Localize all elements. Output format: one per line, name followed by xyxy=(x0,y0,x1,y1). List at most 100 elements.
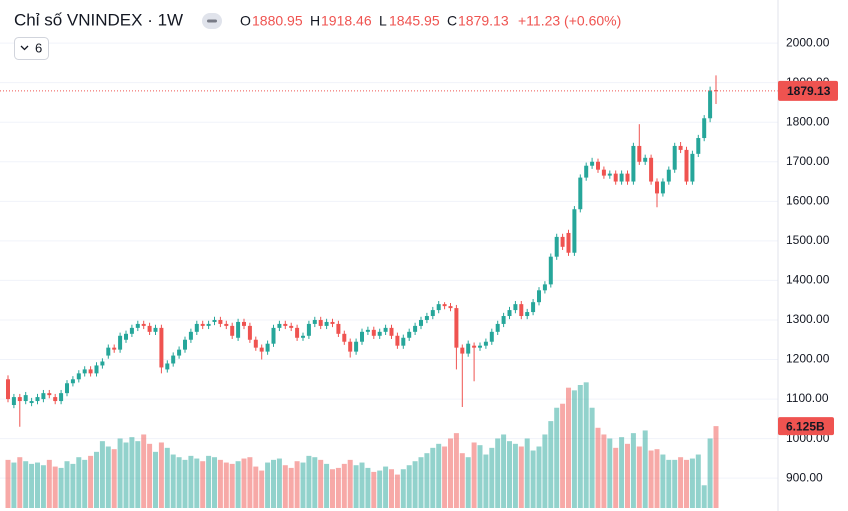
volume-bar xyxy=(436,443,442,508)
candle-body xyxy=(460,347,465,354)
volume-bar xyxy=(312,457,318,508)
toggle-icon xyxy=(207,19,217,23)
volume-bar xyxy=(495,438,501,508)
candle-body xyxy=(554,236,559,257)
candle-body xyxy=(702,118,707,139)
candle-body xyxy=(29,401,34,404)
volume-bar xyxy=(123,442,129,508)
candle-body xyxy=(271,327,276,344)
volume-bar xyxy=(330,469,335,508)
volume-bar xyxy=(194,458,200,508)
candle-body xyxy=(478,345,482,348)
candle-body xyxy=(655,181,659,194)
candle-body xyxy=(70,379,75,384)
volume-bar xyxy=(406,465,412,508)
volume-bar xyxy=(536,446,542,508)
candle-body xyxy=(714,90,718,92)
candle-body xyxy=(419,319,423,326)
candle-body xyxy=(584,165,589,178)
volume-bar xyxy=(347,459,353,508)
candle-body xyxy=(65,383,69,394)
candle-body xyxy=(448,306,453,309)
candle-body xyxy=(625,173,630,182)
volume-bar xyxy=(654,449,660,508)
candle-body xyxy=(495,323,500,332)
volume-bar xyxy=(5,459,11,508)
candle-body xyxy=(94,365,99,374)
candle-body xyxy=(436,304,441,311)
candle-body xyxy=(513,304,518,311)
candle-body xyxy=(289,325,294,328)
volume-bar xyxy=(648,450,654,508)
volume-bar xyxy=(206,455,212,508)
y-tick-label: 1800.00 xyxy=(786,114,830,128)
candle-body xyxy=(619,173,624,182)
volume-bar xyxy=(76,457,82,508)
volume-bar xyxy=(666,459,672,508)
volume-bar xyxy=(548,421,554,508)
volume-bar xyxy=(689,458,695,508)
candle-body xyxy=(47,393,52,396)
candle-body xyxy=(242,321,246,326)
indicator-count: 6 xyxy=(35,40,42,55)
candle-body xyxy=(212,319,217,322)
volume-bar xyxy=(353,465,359,508)
volume-bar xyxy=(477,445,483,508)
legend-key: L xyxy=(379,13,387,29)
volume-bar xyxy=(29,463,35,508)
candle-body xyxy=(472,345,477,348)
legend-key: C xyxy=(447,13,457,29)
candle-body xyxy=(424,316,429,320)
y-tick-label: 1200.00 xyxy=(786,352,830,366)
volume-bar xyxy=(318,459,324,508)
candle-body xyxy=(336,323,341,334)
candle-body xyxy=(259,347,264,352)
volume-bar xyxy=(247,457,253,508)
candle-body xyxy=(489,331,494,342)
legend-change: +11.23 (+0.60%) xyxy=(518,13,621,29)
candle-body xyxy=(330,321,335,324)
volume-bar xyxy=(105,446,111,508)
y-tick-label: 1700.00 xyxy=(786,154,830,168)
candle-body xyxy=(206,323,211,326)
indicators-toggle[interactable] xyxy=(14,37,49,60)
volume-bar xyxy=(341,463,347,508)
candle-body xyxy=(684,149,689,182)
candle-body xyxy=(82,369,87,374)
volume-bar xyxy=(371,471,377,508)
y-tick-label: 1300.00 xyxy=(786,312,830,326)
candle-body xyxy=(413,325,418,332)
candle-body xyxy=(135,323,140,328)
candle-body xyxy=(666,169,671,182)
volume-bar xyxy=(577,385,583,508)
legend-value: 1918.46 xyxy=(321,13,372,29)
volume-bar xyxy=(471,442,477,508)
volume-bar xyxy=(300,462,306,508)
candle-body xyxy=(236,321,241,338)
candle-body xyxy=(106,347,111,356)
volume-bar xyxy=(383,466,389,508)
candle-body xyxy=(360,331,364,342)
volume-bar xyxy=(235,461,241,508)
volume-bar xyxy=(35,462,40,508)
volume-bar xyxy=(188,455,194,508)
candle-body xyxy=(129,327,134,334)
candle-body xyxy=(607,173,612,176)
candle-body xyxy=(542,284,547,291)
candle-body xyxy=(507,310,512,317)
candle-body xyxy=(371,329,376,336)
candle-body xyxy=(35,397,40,402)
volume-bar xyxy=(442,446,448,508)
candle-body xyxy=(218,319,223,324)
volume-bar xyxy=(11,462,17,508)
candle-body xyxy=(230,325,235,336)
volume-bar xyxy=(359,462,365,508)
legend-key: O xyxy=(240,13,251,29)
volume-bar xyxy=(501,434,507,508)
legend-value: 1879.13 xyxy=(458,13,509,29)
candle-body xyxy=(466,343,471,354)
volume-bar xyxy=(158,442,164,508)
candle-body xyxy=(643,157,648,162)
price-axis: 900.001000.001100.001200.001300.001400.0… xyxy=(778,35,838,484)
volume-bar xyxy=(713,426,719,508)
